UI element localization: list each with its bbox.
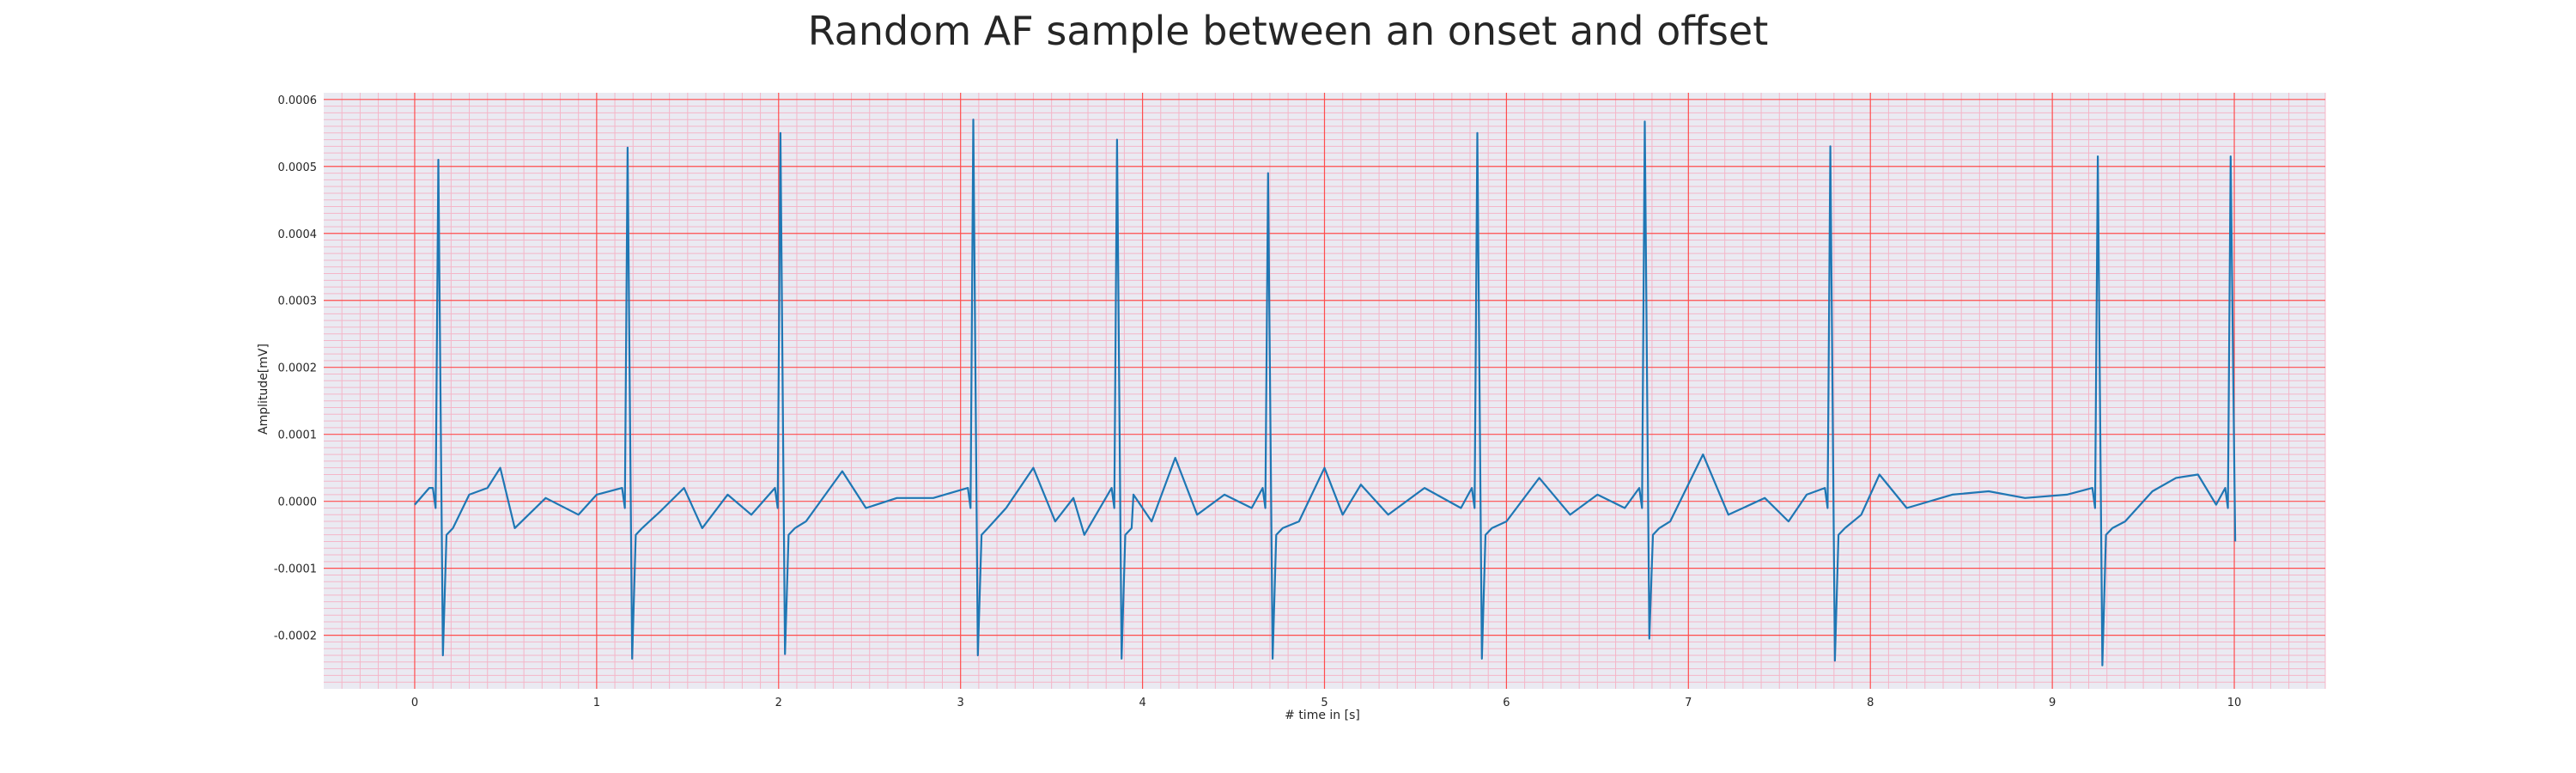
x-tick-label: 3 (957, 697, 964, 709)
major-grid (324, 93, 2325, 689)
y-tick-label: 0.0002 (278, 362, 318, 375)
x-tick-label: 2 (775, 697, 782, 709)
x-tick-label: 9 (2049, 697, 2056, 709)
x-tick-label: 4 (1139, 697, 1145, 709)
x-axis-label: # time in [s] (1285, 709, 1360, 722)
y-axis-label: Amplitude[mV] (257, 344, 270, 435)
x-tick-label: 7 (1685, 697, 1692, 709)
y-tick-label: 0.0000 (278, 496, 318, 509)
ecg-signal-line (414, 119, 2237, 666)
y-tick-label: 0.0005 (278, 161, 318, 174)
x-tick-label: 5 (1321, 697, 1327, 709)
x-tick-label: 0 (411, 697, 418, 709)
y-tick-label: 0.0003 (278, 295, 318, 308)
x-tick-label: 1 (593, 697, 600, 709)
x-tick-label: 8 (1867, 697, 1874, 709)
x-tick-label: 6 (1503, 697, 1510, 709)
y-tick-label: -0.0001 (274, 563, 317, 576)
y-tick-label: 0.0006 (278, 94, 318, 107)
x-tick-label: 10 (2227, 697, 2242, 709)
y-tick-label: 0.0001 (278, 429, 318, 442)
y-tick-label: 0.0004 (278, 228, 318, 241)
x-axis-ticks: 0 1 2 3 4 5 6 7 8 9 10 (411, 697, 2242, 709)
y-tick-label: -0.0002 (274, 630, 317, 643)
chart-title: Random AF sample between an onset and of… (808, 8, 1769, 54)
y-axis-ticks: -0.0002 -0.0001 0.0000 0.0001 0.0002 0.0003 0.… (274, 94, 317, 643)
